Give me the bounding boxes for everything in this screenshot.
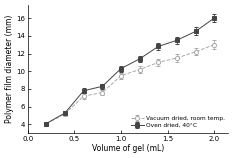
X-axis label: Volume of gel (mL): Volume of gel (mL)	[92, 144, 164, 153]
Y-axis label: Polymer film diameter (mm): Polymer film diameter (mm)	[5, 15, 14, 123]
Legend: Vacuum dried, room temp., Oven dried, 40°C: Vacuum dried, room temp., Oven dried, 40…	[131, 116, 225, 128]
